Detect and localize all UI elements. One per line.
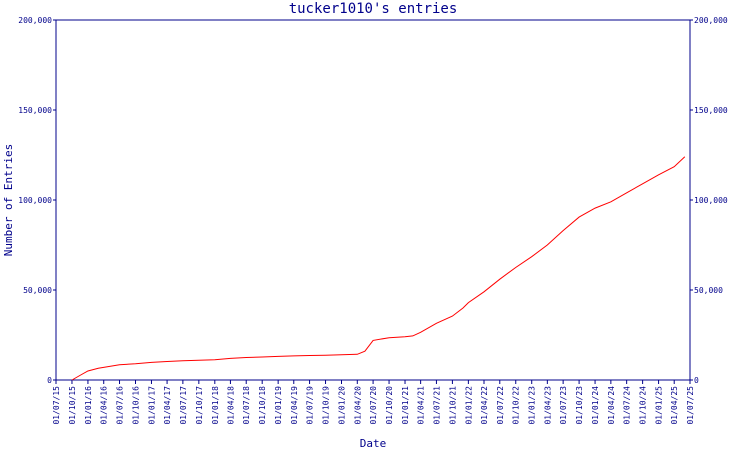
x-tick-label: 01/10/24 — [639, 386, 648, 425]
y-tick-label-right: 150,000 — [694, 106, 728, 115]
x-tick-label: 01/10/15 — [68, 386, 77, 425]
x-tick-label: 01/07/19 — [306, 386, 315, 425]
x-tick-label: 01/07/22 — [496, 386, 505, 425]
x-tick-label: 01/04/25 — [670, 386, 679, 425]
x-tick-label: 01/04/23 — [543, 386, 552, 425]
x-tick-label: 01/07/21 — [432, 386, 441, 425]
x-tick-label: 01/01/22 — [464, 386, 473, 425]
x-tick-label: 01/04/20 — [353, 386, 362, 425]
series-layer — [71, 156, 686, 381]
x-tick-label: 01/07/25 — [686, 386, 695, 425]
y-tick-label-left: 150,000 — [18, 106, 52, 115]
x-tick-label: 01/04/16 — [100, 386, 109, 425]
x-tick-label: 01/04/18 — [226, 386, 235, 425]
x-tick-label: 01/01/18 — [211, 386, 220, 425]
x-tick-label: 01/01/23 — [528, 386, 537, 425]
x-tick-label: 01/04/19 — [290, 386, 299, 425]
x-tick-label: 01/07/23 — [559, 386, 568, 425]
y-axis-label: Number of Entries — [2, 144, 15, 257]
x-tick-label: 01/10/22 — [512, 386, 521, 425]
x-tick-label: 01/01/16 — [84, 386, 93, 425]
x-tick-label: 01/07/16 — [116, 386, 125, 425]
x-tick-label: 01/10/17 — [195, 386, 204, 425]
y-tick-label-right: 50,000 — [694, 286, 723, 295]
y-tick-label-left: 100,000 — [18, 196, 52, 205]
x-tick-label: 01/10/16 — [131, 386, 140, 425]
y-tick-label-left: 200,000 — [18, 16, 52, 25]
x-tick-label: 01/04/24 — [607, 386, 616, 425]
y-tick-label-right: 100,000 — [694, 196, 728, 205]
x-tick-label: 01/07/15 — [52, 386, 61, 425]
x-tick-label: 01/01/21 — [401, 386, 410, 425]
x-tick-label: 01/10/21 — [448, 386, 457, 425]
x-tick-label: 01/07/20 — [369, 386, 378, 425]
x-tick-label: 01/10/19 — [322, 386, 331, 425]
plot-frame — [55, 19, 691, 381]
x-axis-label: Date — [360, 437, 387, 450]
x-tick-label: 01/10/23 — [575, 386, 584, 425]
x-tick-label: 01/07/18 — [242, 386, 251, 425]
y-axis-right: 0 50,000 100,000 150,000 200,000 — [690, 16, 728, 385]
x-tick-label: 01/04/22 — [480, 386, 489, 425]
x-tick-label: 01/01/20 — [337, 386, 346, 425]
x-tick-label: 01/10/20 — [385, 386, 394, 425]
x-tick-label: 01/07/24 — [623, 386, 632, 425]
y-tick-label-right: 200,000 — [694, 16, 728, 25]
chart-title: tucker1010's entries — [289, 1, 458, 17]
x-axis: 01/07/15 01/10/15 01/01/16 01/04/16 01/07/16… — [52, 380, 695, 425]
y-tick-label-right: 0 — [694, 376, 699, 385]
series-line — [71, 156, 686, 381]
y-tick-label-left: 50,000 — [23, 286, 52, 295]
x-tick-label: 01/04/21 — [417, 386, 426, 425]
x-tick-label: 01/07/17 — [179, 386, 188, 425]
x-tick-label: 01/01/25 — [655, 386, 664, 425]
x-tick-label: 01/04/17 — [163, 386, 172, 425]
y-tick-label-left: 0 — [47, 376, 52, 385]
y-axis-left: 0 50,000 100,000 150,000 200,000 — [18, 16, 56, 385]
x-tick-label: 01/01/17 — [147, 386, 156, 425]
x-tick-label: 01/01/19 — [274, 386, 283, 425]
x-tick-label: 01/10/18 — [258, 386, 267, 425]
x-tick-label: 01/01/24 — [591, 386, 600, 425]
